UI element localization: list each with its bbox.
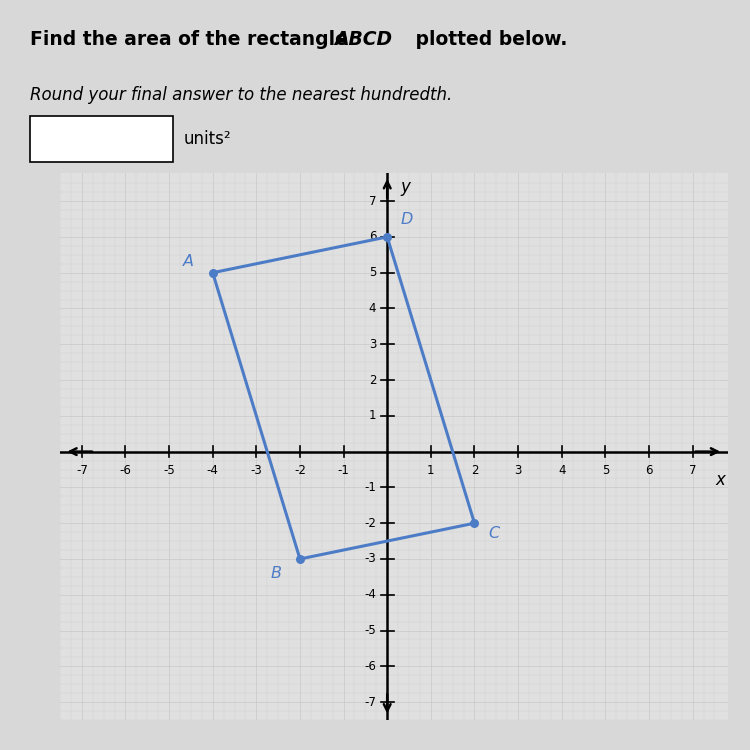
Text: -1: -1 — [364, 481, 376, 494]
Text: A: A — [183, 254, 194, 269]
Text: 7: 7 — [369, 195, 376, 208]
Text: units²: units² — [184, 130, 231, 148]
Text: 5: 5 — [369, 266, 376, 279]
Text: 2: 2 — [471, 464, 478, 477]
Text: 2: 2 — [369, 374, 376, 386]
Text: 6: 6 — [369, 230, 376, 244]
Text: x: x — [716, 471, 725, 489]
Text: -2: -2 — [294, 464, 306, 477]
Text: 7: 7 — [688, 464, 696, 477]
Text: -6: -6 — [119, 464, 131, 477]
Text: -5: -5 — [364, 624, 376, 637]
Text: 1: 1 — [427, 464, 434, 477]
Text: -7: -7 — [76, 464, 88, 477]
Text: ABCD: ABCD — [334, 30, 392, 49]
Text: -4: -4 — [207, 464, 219, 477]
Text: Round your final answer to the nearest hundredth.: Round your final answer to the nearest h… — [30, 86, 452, 104]
Text: -3: -3 — [251, 464, 262, 477]
Text: 1: 1 — [369, 410, 376, 422]
Text: D: D — [400, 211, 413, 226]
Text: -7: -7 — [364, 695, 376, 709]
Text: 6: 6 — [645, 464, 652, 477]
Text: C: C — [488, 526, 500, 542]
Text: 5: 5 — [602, 464, 609, 477]
Text: -1: -1 — [338, 464, 350, 477]
Text: -4: -4 — [364, 588, 376, 602]
Text: Find the area of the rectangle: Find the area of the rectangle — [30, 30, 354, 49]
Text: 4: 4 — [558, 464, 566, 477]
Text: 3: 3 — [514, 464, 522, 477]
Text: plotted below.: plotted below. — [409, 30, 567, 49]
Text: 4: 4 — [369, 302, 376, 315]
Text: -6: -6 — [364, 660, 376, 673]
Text: B: B — [271, 566, 281, 580]
Text: -5: -5 — [164, 464, 175, 477]
Text: y: y — [400, 178, 410, 196]
Text: 3: 3 — [369, 338, 376, 351]
FancyBboxPatch shape — [30, 116, 172, 162]
Text: -2: -2 — [364, 517, 376, 530]
Text: -3: -3 — [364, 553, 376, 566]
